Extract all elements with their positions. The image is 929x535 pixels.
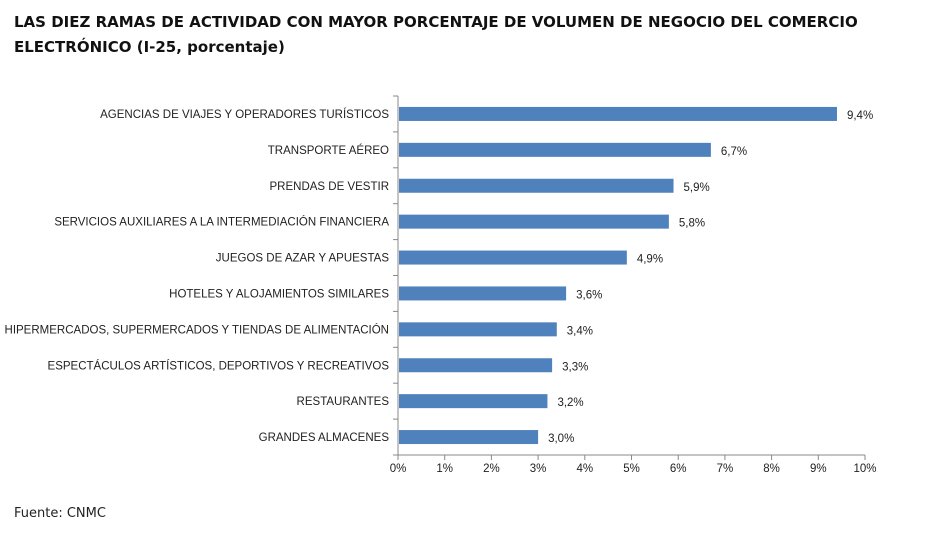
data-label: 6,7% xyxy=(721,146,747,158)
bar xyxy=(399,430,539,445)
category-label: ESPECTÁCULOS ARTÍSTICOS, DEPORTIVOS Y RE… xyxy=(48,359,390,372)
data-label: 3,6% xyxy=(576,289,602,301)
bar xyxy=(399,142,711,157)
bar xyxy=(399,178,674,193)
x-tick-label: 4% xyxy=(576,463,593,475)
data-label: 5,9% xyxy=(684,182,710,194)
category-label: AGENCIAS DE VIAJES Y OPERADORES TURÍSTIC… xyxy=(100,108,389,121)
bar xyxy=(399,322,557,337)
category-label: RESTAURANTES xyxy=(297,396,390,408)
data-label: 3,3% xyxy=(562,361,588,373)
x-tick-label: 8% xyxy=(763,463,780,475)
x-tick-label: 7% xyxy=(717,463,734,475)
x-tick-label: 9% xyxy=(810,463,827,475)
category-label: HIPERMERCADOS, SUPERMERCADOS Y TIENDAS D… xyxy=(5,323,389,336)
x-tick-label: 3% xyxy=(530,463,547,475)
data-label: 3,4% xyxy=(567,325,593,337)
x-tick-label: 0% xyxy=(390,463,407,475)
data-label: 4,9% xyxy=(637,254,663,266)
category-label: SERVICIOS AUXILIARES A LA INTERMEDIACIÓN… xyxy=(54,216,389,229)
category-label: GRANDES ALMACENES xyxy=(259,432,390,444)
category-label: JUEGOS DE AZAR Y APUESTAS xyxy=(216,253,390,265)
x-tick-label: 6% xyxy=(670,463,687,475)
data-label: 3,0% xyxy=(548,433,574,445)
bar xyxy=(399,394,548,409)
x-tick-label: 1% xyxy=(436,463,453,475)
bar xyxy=(399,106,837,121)
chart-title: LAS DIEZ RAMAS DE ACTIVIDAD CON MAYOR PO… xyxy=(14,13,858,56)
data-label: 5,8% xyxy=(679,218,705,230)
x-tick-label: 2% xyxy=(483,463,500,475)
bar xyxy=(399,286,567,301)
x-tick-label: 5% xyxy=(623,463,640,475)
x-tick-label: 10% xyxy=(853,463,876,475)
data-label: 9,4% xyxy=(847,110,873,122)
bar xyxy=(399,358,553,373)
bar xyxy=(399,250,627,265)
category-label: TRANSPORTE AÉREO xyxy=(268,144,389,157)
bar xyxy=(399,214,669,229)
category-label: PRENDAS DE VESTIR xyxy=(270,181,390,193)
data-label: 3,2% xyxy=(557,397,583,409)
category-label: HOTELES Y ALOJAMIENTOS SIMILARES xyxy=(169,288,389,300)
source-note: Fuente: CNMC xyxy=(14,506,106,521)
